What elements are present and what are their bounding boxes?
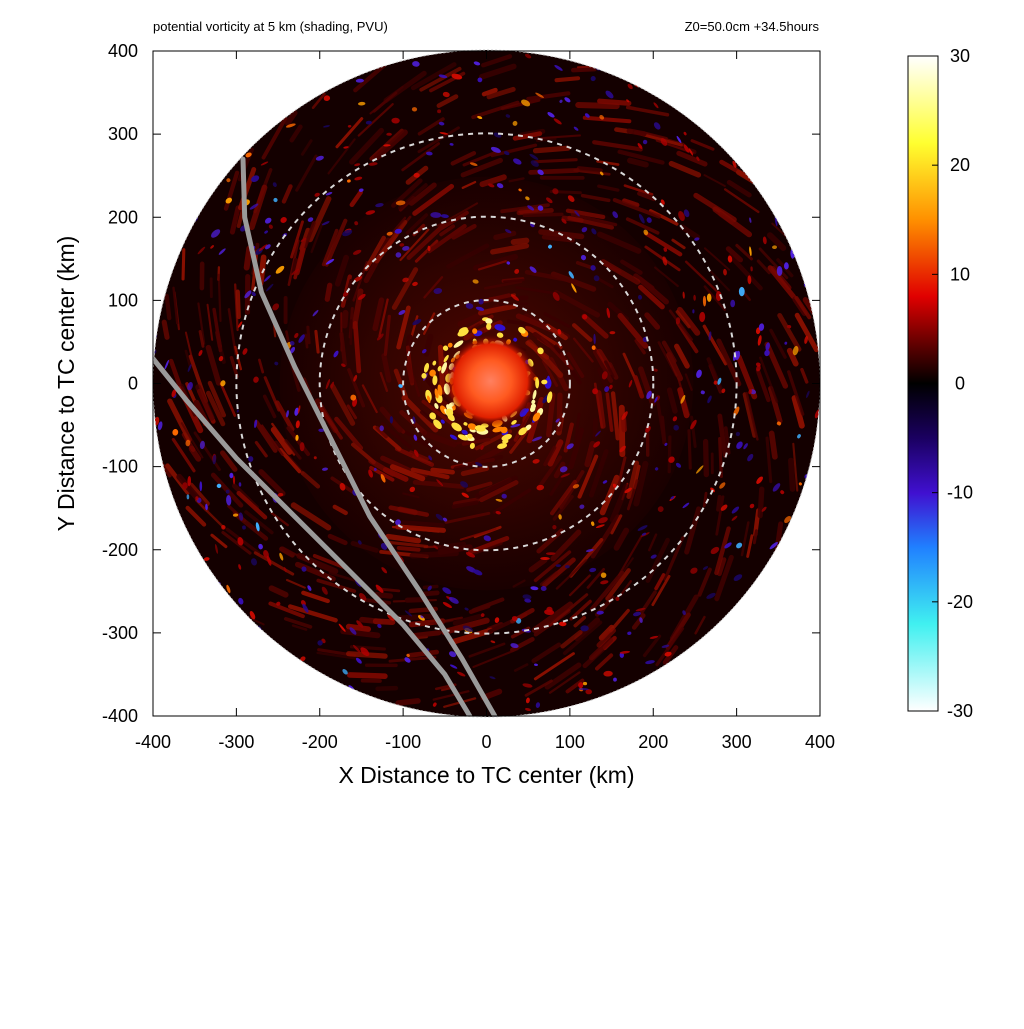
colorbar-tick-label: 30	[950, 46, 970, 66]
x-tick-label: 100	[555, 732, 585, 752]
pv-filament	[630, 161, 646, 165]
colorbar-tick-label: -30	[947, 701, 973, 721]
y-tick-label: -300	[102, 623, 138, 643]
tc-core	[445, 335, 537, 427]
pv-filament	[408, 365, 411, 381]
pv-filament	[579, 168, 601, 170]
pv-filament	[327, 285, 329, 299]
pv-filament	[535, 160, 576, 162]
x-tick-label: -100	[385, 732, 421, 752]
y-axis-label: Y Distance to TC center (km)	[53, 236, 79, 532]
x-tick-label: 0	[481, 732, 491, 752]
x-tick-label: -400	[135, 732, 171, 752]
pv-filament	[410, 652, 437, 655]
pv-filament	[704, 493, 706, 506]
y-tick-label: 300	[108, 124, 138, 144]
pv-anomaly	[229, 473, 233, 478]
y-tick-label: 0	[128, 374, 138, 394]
x-tick-label: 300	[722, 732, 752, 752]
pv-filament	[754, 531, 756, 543]
pv-filament	[629, 131, 644, 134]
pv-filament	[573, 69, 594, 70]
pv-filament	[772, 433, 775, 456]
pv-filament	[247, 249, 250, 268]
pv-filament	[167, 296, 170, 318]
pv-filament	[426, 337, 430, 354]
pv-filament	[376, 595, 390, 596]
x-axis-label: X Distance to TC center (km)	[338, 762, 634, 788]
pv-filament	[536, 148, 568, 151]
y-tick-label: -400	[102, 706, 138, 726]
pv-filament	[706, 442, 707, 475]
pv-filament	[350, 675, 385, 676]
y-tick-label: 100	[108, 290, 138, 310]
x-tick-label: 200	[638, 732, 668, 752]
pv-anomaly	[180, 521, 183, 528]
pv-filament	[718, 497, 720, 510]
pv-filament	[595, 420, 596, 436]
pv-filament	[403, 522, 443, 525]
pv-filament	[422, 593, 437, 594]
pv-filament	[306, 335, 307, 347]
chart-subtitle: Z0=50.0cm +34.5hours	[685, 19, 819, 34]
pv-filament	[578, 105, 616, 106]
colorbar-tick-label: -10	[947, 483, 973, 503]
pv-filament	[760, 489, 762, 515]
colorbar: 30 20 10 0 -10 -20 -30	[908, 46, 973, 721]
pv-filament	[514, 241, 527, 243]
y-tick-label: 400	[108, 41, 138, 61]
pv-filament	[376, 621, 393, 622]
pv-filament	[433, 470, 453, 472]
colorbar-tick-label: 10	[950, 264, 970, 284]
pv-filament	[345, 313, 346, 326]
pv-filament	[720, 439, 722, 477]
y-tick-label: -100	[102, 457, 138, 477]
pv-filament	[413, 633, 438, 636]
y-tick-label: -200	[102, 540, 138, 560]
x-tick-label: -200	[302, 732, 338, 752]
pv-anomaly	[602, 66, 606, 70]
pv-anomaly	[674, 659, 678, 662]
x-tick-label: 400	[805, 732, 835, 752]
pv-anomaly	[757, 578, 763, 584]
pv-filament	[557, 78, 578, 80]
pv-anomaly	[739, 287, 745, 296]
pv-filament	[398, 701, 418, 703]
y-tick-label: 200	[108, 207, 138, 227]
pv-filament	[689, 431, 690, 468]
pv-filament	[438, 544, 464, 547]
pv-filament	[308, 327, 309, 343]
x-tick-label: -300	[218, 732, 254, 752]
pv-filament	[238, 292, 239, 317]
pv-filament	[412, 553, 456, 555]
pv-filament	[164, 322, 167, 337]
colorbar-tick-label: -20	[947, 592, 973, 612]
pv-filament	[519, 210, 551, 212]
pv-filament	[183, 250, 184, 279]
pv-filament	[399, 548, 419, 550]
pv-filament	[343, 631, 377, 635]
pv-anomaly	[199, 481, 202, 491]
pv-filament	[378, 688, 396, 689]
chart-title: potential vorticity at 5 km (shading, PV…	[153, 19, 388, 34]
colorbar-tick-label: 0	[955, 374, 965, 394]
pv-filament	[396, 616, 434, 618]
pv-filament	[524, 214, 561, 215]
colorbar-tick-label: 20	[950, 155, 970, 175]
pv-filament	[791, 461, 793, 489]
pv-filament	[500, 304, 527, 305]
pv-filament	[669, 437, 670, 472]
